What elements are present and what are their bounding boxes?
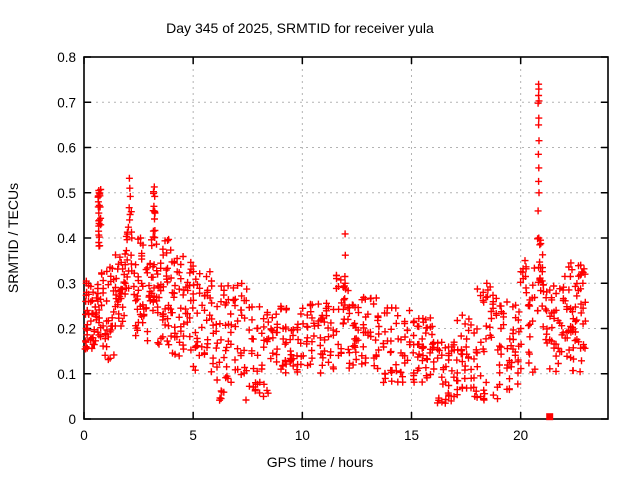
x-tick-label: 0 [80, 428, 88, 443]
x-tick-label: 20 [513, 428, 528, 443]
y-tick-label: 0.2 [57, 322, 76, 337]
y-tick-label: 0.1 [57, 367, 76, 382]
scatter-markers [81, 80, 589, 407]
x-tick-label: 10 [295, 428, 310, 443]
x-tick-label: 15 [404, 428, 419, 443]
y-tick-label: 0.3 [57, 276, 76, 291]
gridlines [84, 57, 608, 419]
chart-title: Day 345 of 2025, SRMTID for receiver yul… [166, 20, 434, 36]
y-tick-label: 0.7 [57, 95, 76, 110]
tick-labels: 0 5 10 15 20 0 0.1 0.2 0.3 0.4 0.5 0.6 0.7 0.8 [57, 50, 528, 443]
plot-frame [83, 56, 609, 420]
data-points [81, 80, 589, 421]
y-tick-label: 0.4 [57, 231, 76, 246]
x-axis-label: GPS time / hours [267, 454, 374, 470]
y-tick-label: 0.5 [57, 186, 76, 201]
outlier-square-marker [546, 413, 554, 421]
y-tick-label: 0 [68, 412, 76, 427]
y-tick-label: 0.6 [57, 141, 76, 156]
y-axis-label: SRMTID / TECUs [5, 183, 21, 293]
x-tick-label: 5 [189, 428, 197, 443]
y-tick-label: 0.8 [57, 50, 76, 65]
